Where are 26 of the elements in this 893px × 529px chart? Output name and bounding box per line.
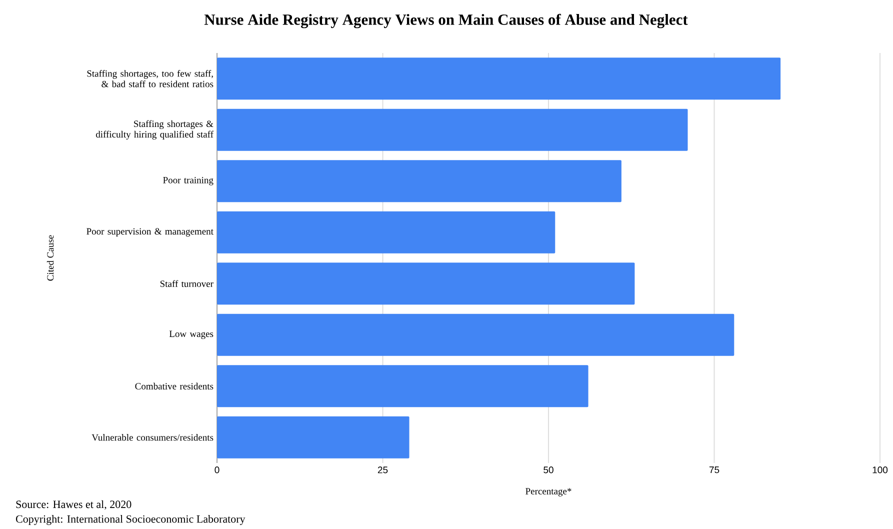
y-tick-label: Staff turnover [160, 280, 214, 288]
y-axis-title: Cited Cause [46, 235, 54, 281]
bar [217, 365, 588, 408]
bar [217, 108, 688, 151]
y-tick-label: Poor supervision & management [86, 228, 214, 237]
chart-title: Nurse Aide Registry Agency Views on Main Causes of Abuse and Neglect [204, 14, 688, 28]
bar [217, 262, 635, 305]
x-tick-label: 50 [544, 466, 554, 474]
x-axis-title: Percentage* [526, 488, 572, 496]
y-tick-label: Staffing shortages, too few staff, & bad staff to resident ratios [87, 70, 214, 88]
x-tick-label: 100 [872, 466, 888, 474]
y-tick-label: Staffing shortages & difficulty hiring qualified staff [96, 120, 214, 140]
bar [217, 160, 622, 202]
y-tick-label: Low wages [169, 330, 214, 340]
x-tick-label: 75 [709, 466, 720, 474]
y-tick-label: Vulnerable consumers/residents [92, 434, 214, 441]
y-tick-label: Combative residents [135, 382, 214, 390]
bar [217, 416, 410, 458]
text: Copyright: International Socioeconomic Laboratory [16, 514, 246, 525]
bar [217, 314, 734, 356]
x-tick-label: 0 [214, 466, 220, 474]
bar [217, 58, 781, 100]
y-tick-label: Poor training [163, 176, 214, 186]
source-note: Source: Hawes et al, 2020 [16, 500, 132, 510]
bar [217, 211, 556, 254]
x-tick-label: 25 [378, 466, 388, 474]
